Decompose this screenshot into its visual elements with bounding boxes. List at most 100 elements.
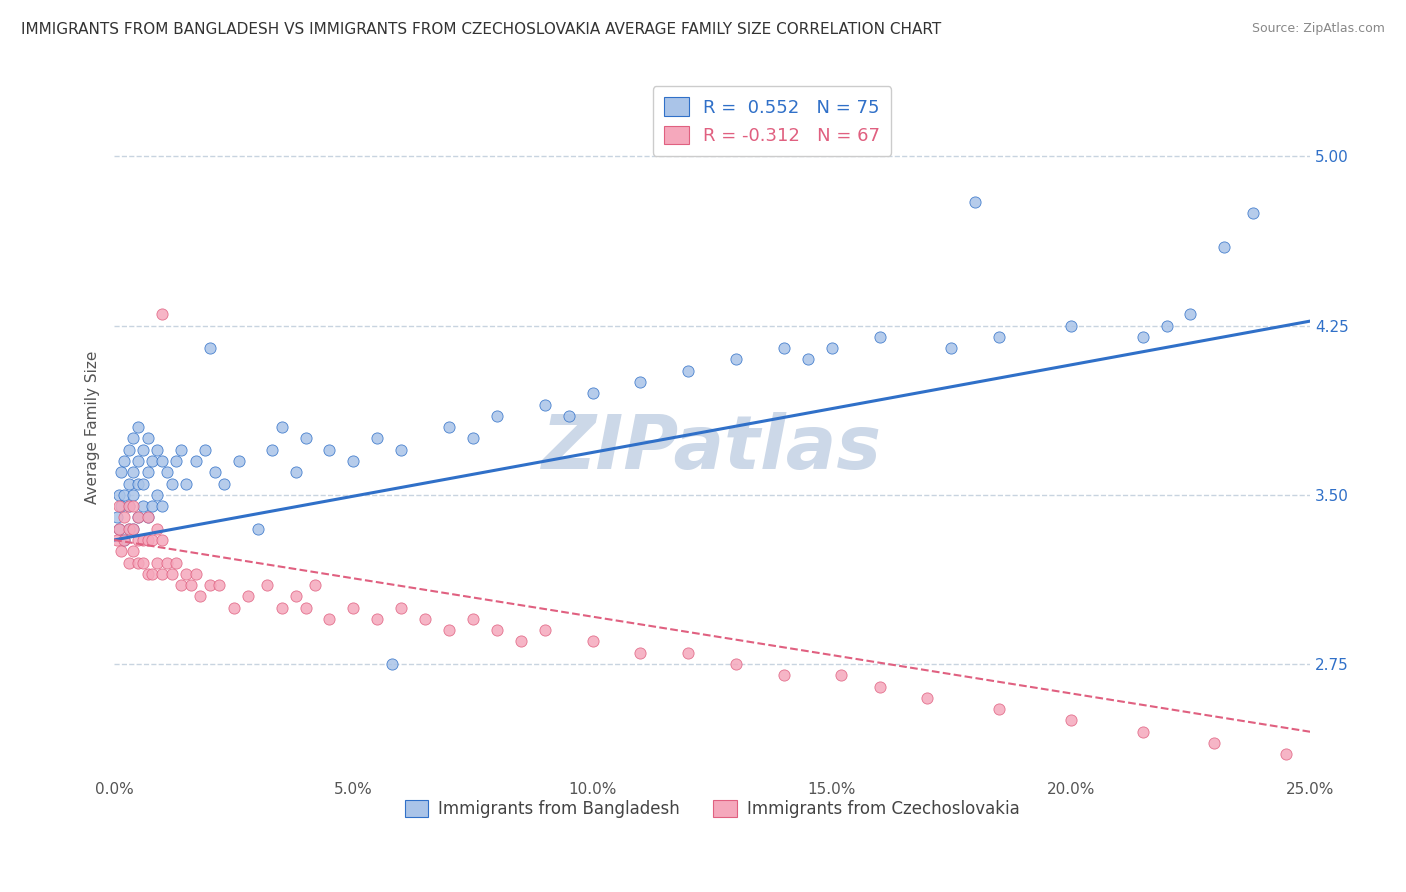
Point (381, 657, 404, 671)
Point (108, 488, 131, 502)
Point (136, 510, 159, 524)
Point (821, 341, 844, 355)
Point (117, 556, 139, 570)
Point (117, 499, 139, 513)
Point (869, 330, 891, 344)
Point (389, 600, 412, 615)
Point (127, 454, 149, 468)
Point (122, 522, 145, 536)
Point (1132, 724, 1154, 739)
Point (188, 590, 211, 604)
Point (285, 465, 308, 479)
Point (117, 476, 139, 491)
Text: ZIPatlas: ZIPatlas (543, 411, 882, 484)
Point (533, 398, 555, 412)
Point (413, 612, 436, 626)
Point (676, 364, 699, 378)
Point (581, 386, 603, 401)
Point (127, 510, 149, 524)
Point (170, 442, 193, 457)
Point (485, 409, 508, 423)
Point (725, 657, 748, 671)
Point (112, 454, 135, 468)
Point (988, 702, 1011, 716)
Point (285, 590, 308, 604)
Point (117, 499, 139, 513)
Point (127, 533, 149, 547)
Point (509, 634, 531, 648)
Y-axis label: Average Family Size: Average Family Size (86, 351, 100, 504)
Point (294, 600, 316, 615)
Point (1132, 330, 1154, 344)
Point (156, 465, 179, 479)
Point (112, 533, 135, 547)
Point (184, 566, 207, 581)
Point (112, 510, 135, 524)
Text: Source: ZipAtlas.com: Source: ZipAtlas.com (1251, 22, 1385, 36)
Point (132, 499, 155, 513)
Point (108, 522, 131, 536)
Point (246, 522, 269, 536)
Point (127, 510, 149, 524)
Point (136, 510, 159, 524)
Point (146, 556, 169, 570)
Point (165, 454, 187, 468)
Point (122, 488, 145, 502)
Point (581, 634, 603, 648)
Point (132, 533, 155, 547)
Point (160, 566, 183, 581)
Point (110, 544, 132, 558)
Point (461, 432, 484, 446)
Point (725, 352, 748, 367)
Point (270, 420, 292, 434)
Point (122, 544, 145, 558)
Point (437, 420, 460, 434)
Point (1213, 240, 1236, 254)
Point (141, 454, 163, 468)
Point (533, 624, 555, 638)
Point (256, 578, 278, 592)
Point (628, 646, 651, 660)
Point (304, 578, 326, 592)
Point (112, 533, 135, 547)
Point (146, 522, 169, 536)
Point (150, 566, 173, 581)
Point (628, 375, 651, 389)
Point (165, 556, 187, 570)
Point (156, 556, 179, 570)
Point (110, 499, 132, 513)
Point (127, 420, 149, 434)
Point (773, 341, 796, 355)
Point (146, 488, 169, 502)
Point (941, 341, 963, 355)
Point (150, 307, 173, 321)
Point (222, 600, 245, 615)
Point (108, 499, 131, 513)
Point (1275, 747, 1298, 762)
Point (117, 522, 139, 536)
Point (160, 476, 183, 491)
Point (105, 510, 128, 524)
Point (122, 432, 145, 446)
Point (236, 590, 259, 604)
Point (174, 566, 197, 581)
Point (260, 442, 283, 457)
Point (127, 476, 149, 491)
Point (988, 330, 1011, 344)
Point (198, 578, 221, 592)
Point (294, 432, 316, 446)
Point (461, 612, 484, 626)
Point (485, 624, 508, 638)
Point (136, 432, 159, 446)
Point (366, 612, 388, 626)
Point (198, 341, 221, 355)
Point (270, 600, 292, 615)
Point (184, 454, 207, 468)
Point (141, 566, 163, 581)
Point (141, 499, 163, 513)
Point (150, 499, 173, 513)
Point (366, 432, 388, 446)
Point (127, 556, 149, 570)
Point (773, 668, 796, 682)
Point (150, 454, 173, 468)
